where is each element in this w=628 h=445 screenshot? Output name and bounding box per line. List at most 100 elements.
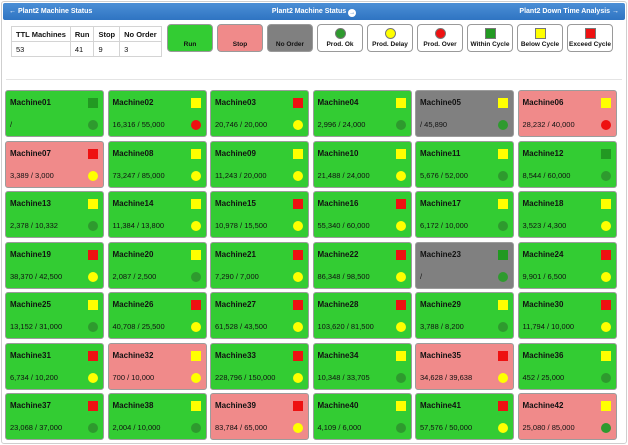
production-count: 57,576 / 50,000 xyxy=(420,423,473,432)
machine-card[interactable]: Machine24 9,901 / 6,500 xyxy=(517,241,617,289)
production-status-icon xyxy=(395,322,406,332)
cycle-status-icon xyxy=(190,98,201,108)
square-icon xyxy=(585,28,596,39)
production-count: 28,232 / 40,000 xyxy=(522,120,575,129)
production-status-icon xyxy=(498,221,508,231)
machine-name: Machine22 xyxy=(317,249,359,259)
legend-label: Below Cycle xyxy=(520,41,560,48)
machine-card[interactable]: Machine39 83,784 / 65,000 xyxy=(210,393,309,440)
machine-card[interactable]: Machine06 28,232 / 40,000 xyxy=(517,90,617,137)
machine-card[interactable]: Machine20 2,087 / 2,500 xyxy=(107,241,207,289)
machine-card[interactable]: Machine38 2,004 / 10,000 xyxy=(107,393,207,440)
cycle-status-icon xyxy=(395,199,406,209)
machine-card[interactable]: Machine32 700 / 10,000 xyxy=(107,342,207,390)
production-status-icon xyxy=(395,170,406,181)
machine-card[interactable]: Machine15 10,978 / 15,500 xyxy=(210,191,309,238)
production-status-icon xyxy=(88,423,98,433)
machine-card[interactable]: Machine25 13,152 / 31,000 xyxy=(5,292,104,339)
machine-card[interactable]: Machine18 3,523 / 4,300 xyxy=(517,191,617,238)
machine-card[interactable]: Machine34 10,348 / 33,705 xyxy=(312,342,412,390)
arrow-circle-icon[interactable]: → xyxy=(348,9,357,17)
divider xyxy=(6,79,622,80)
machine-card[interactable]: Machine14 11,384 / 13,800 xyxy=(107,191,207,238)
machine-card[interactable]: Machine11 5,676 / 52,000 xyxy=(415,140,514,188)
machine-name: Machine29 xyxy=(420,300,461,309)
machine-card[interactable]: Machine29 3,788 / 8,200 xyxy=(415,292,514,339)
machine-name: Machine07 xyxy=(10,148,51,158)
machine-card[interactable]: Machine33 228,796 / 150,000 xyxy=(210,342,309,390)
production-status-icon xyxy=(600,423,611,433)
cycle-status-icon xyxy=(600,300,611,310)
summary-value-row: 53 41 9 3 xyxy=(11,41,162,57)
machine-card[interactable]: Machine17 6,172 / 10,000 xyxy=(415,191,514,238)
summary-header: No Order xyxy=(119,26,162,42)
machine-card[interactable]: Machine41 57,576 / 50,000 xyxy=(415,393,514,440)
machine-name: Machine25 xyxy=(10,300,51,309)
machine-card[interactable]: Machine28 103,620 / 81,500 xyxy=(312,292,412,339)
next-page-link[interactable]: Plant2 Down Time Analysis → xyxy=(519,8,619,15)
legend-label: Exceed Cycle xyxy=(569,41,611,48)
machine-card[interactable]: Machine21 7,290 / 7,000 xyxy=(210,241,309,289)
machine-card[interactable]: Machine04 2,996 / 24,000 xyxy=(312,90,412,137)
production-status-icon xyxy=(293,170,303,181)
cycle-status-icon xyxy=(190,350,201,361)
machine-card[interactable]: Machine27 61,528 / 43,500 xyxy=(210,292,309,339)
cycle-status-icon xyxy=(293,199,303,209)
production-count: 38,370 / 42,500 xyxy=(10,271,63,281)
machine-card[interactable]: Machine22 86,348 / 98,500 xyxy=(312,241,412,289)
machine-card[interactable]: Machine19 38,370 / 42,500 xyxy=(5,241,104,289)
machine-card[interactable]: Machine12 8,544 / 60,000 xyxy=(517,140,617,188)
machine-name: Machine03 xyxy=(215,98,256,107)
machine-card[interactable]: Machine42 25,080 / 85,000 xyxy=(517,393,617,440)
machine-card[interactable]: Machine03 20,746 / 20,000 xyxy=(210,90,309,137)
summary-value: 9 xyxy=(93,41,121,57)
cycle-status-icon xyxy=(395,148,406,159)
machine-card[interactable]: Machine35 34,628 / 39,638 xyxy=(415,342,514,390)
machine-card[interactable]: Machine10 21,488 / 24,000 xyxy=(312,140,412,188)
machine-name: Machine28 xyxy=(317,300,359,309)
machine-card[interactable]: Machine01 / xyxy=(5,90,104,137)
cycle-status-icon xyxy=(190,401,201,411)
machine-card[interactable]: Machine40 4,109 / 6,000 xyxy=(312,393,412,440)
production-count: 11,384 / 13,800 xyxy=(112,221,165,230)
machine-card[interactable]: Machine08 73,247 / 85,000 xyxy=(107,140,207,188)
machine-card[interactable]: Machine02 16,316 / 55,000 xyxy=(107,90,207,137)
cycle-status-icon xyxy=(88,300,98,310)
machine-name: Machine09 xyxy=(215,148,256,158)
production-count: 6,734 / 10,200 xyxy=(10,372,58,382)
production-count: 103,620 / 81,500 xyxy=(317,322,374,331)
machine-card[interactable]: Machine30 11,794 / 10,000 xyxy=(517,292,617,339)
machine-card[interactable]: Machine09 11,243 / 20,000 xyxy=(210,140,309,188)
machine-name: Machine36 xyxy=(522,350,564,360)
circle-icon xyxy=(335,28,346,39)
machine-card[interactable]: Machine13 2,378 / 10,332 xyxy=(5,191,104,238)
machine-name: Machine35 xyxy=(420,350,461,360)
machine-card[interactable]: Machine36 452 / 25,000 xyxy=(517,342,617,390)
prev-page-link[interactable]: ← Plant2 Machine Status xyxy=(9,8,93,15)
machine-card[interactable]: Machine05 / 45,890 xyxy=(415,90,514,137)
production-count: / xyxy=(10,120,13,129)
production-status-icon xyxy=(293,372,303,383)
machine-name: Machine26 xyxy=(112,300,154,309)
machine-card[interactable]: Machine26 40,708 / 25,500 xyxy=(107,292,207,339)
machine-card[interactable]: Machine31 6,734 / 10,200 xyxy=(5,342,104,390)
production-status-icon xyxy=(600,120,611,130)
circle-icon xyxy=(435,28,446,39)
machine-card[interactable]: Machine23 / xyxy=(415,241,514,289)
production-count: 4,109 / 6,000 xyxy=(317,423,362,432)
machine-name: Machine20 xyxy=(112,249,154,259)
machine-name: Machine04 xyxy=(317,98,359,107)
machine-card[interactable]: Machine37 23,068 / 37,000 xyxy=(5,393,104,440)
cycle-status-icon xyxy=(395,300,406,310)
legend-label: Prod. Over xyxy=(423,41,457,48)
cycle-status-icon xyxy=(498,350,508,361)
legend-stop: Stop xyxy=(217,24,263,52)
production-status-icon xyxy=(190,221,201,231)
machine-card[interactable]: Machine07 3,389 / 3,000 xyxy=(5,140,104,188)
machine-card[interactable]: Machine16 55,340 / 60,000 xyxy=(312,191,412,238)
production-count: 83,784 / 65,000 xyxy=(215,423,268,432)
summary-value: 53 xyxy=(11,41,71,57)
cycle-status-icon xyxy=(190,199,201,209)
current-page-link[interactable]: Plant2 Machine Status xyxy=(271,8,347,15)
machine-name: Machine06 xyxy=(522,98,564,107)
